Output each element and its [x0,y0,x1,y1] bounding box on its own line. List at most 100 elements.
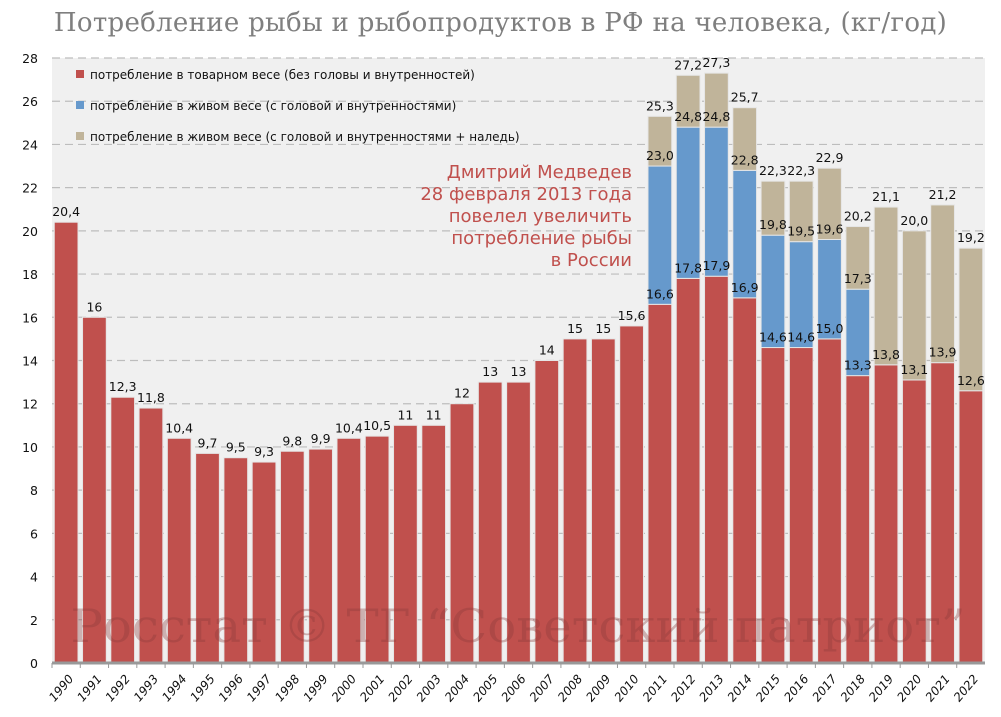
data-label: 22,8 [731,152,759,167]
data-label: 19,6 [816,222,844,237]
bar-naled-2020 [901,230,927,381]
bar-zhivoy-2011 [647,165,673,305]
x-tick-label: 1998 [272,672,303,705]
x-tick-label: 2007 [527,672,558,705]
data-label: 25,7 [731,90,759,105]
x-tick-label: 2001 [357,672,387,704]
legend-label: потребление в товарном весе (без головы … [90,68,475,82]
data-label: 13 [482,364,498,379]
data-label: 11 [397,407,413,422]
data-label: 13,9 [929,345,957,360]
data-label: 15,0 [816,321,844,336]
y-tick-label: 14 [22,354,38,369]
y-tick-label: 26 [22,94,38,109]
data-label: 13,8 [872,347,900,362]
data-label: 15 [595,321,611,336]
data-label: 11,8 [137,390,165,405]
x-tick-label: 2012 [668,672,698,704]
y-tick-label: 2 [30,613,38,628]
data-label: 25,3 [646,98,674,113]
x-tick-label: 1996 [216,672,247,705]
data-label: 13 [511,364,527,379]
data-label: 12,6 [957,373,985,388]
bar-naled-2022 [958,247,984,392]
data-label: 23,0 [646,148,674,163]
x-tick-label: 1995 [187,672,217,704]
x-tick-label: 2021 [923,672,953,704]
y-tick-label: 8 [30,483,38,498]
x-tick-label: 1994 [159,672,189,704]
y-tick-label: 28 [22,51,38,66]
bar-zhivoy-2012 [675,126,701,279]
bar-zhivoy-2013 [704,126,729,277]
chart-title: Потребление рыбы и рыбопродуктов в РФ на… [53,8,948,38]
bar-naled-2021 [930,204,955,364]
x-tick-label: 2010 [612,672,643,705]
bar-naled-2017 [817,167,842,240]
annotation-line: в России [551,250,632,271]
x-tick-label: 2016 [781,672,812,705]
bar-naled-2012 [675,74,701,128]
bar-naled-2018 [845,226,871,290]
y-tick-label: 12 [22,397,38,412]
x-tick-label: 2003 [414,672,444,704]
y-tick-label: 20 [22,224,38,239]
data-label: 17,9 [702,258,730,273]
bar-tovarny-1990 [53,221,79,664]
x-tick-label: 1999 [301,672,331,704]
x-tick-label: 2019 [866,672,896,704]
x-tick-label: 2004 [442,672,472,704]
data-label: 16,9 [731,280,759,295]
legend-swatch [76,101,84,109]
x-tick-label: 2022 [951,672,981,704]
x-tick-label: 2011 [640,672,670,704]
data-label: 22,9 [816,150,844,165]
x-tick-label: 1992 [103,672,133,704]
bar-naled-2014 [732,107,758,171]
x-tick-label: 2018 [838,672,869,705]
y-tick-label: 22 [22,181,38,196]
x-tick-label: 2014 [725,672,755,704]
x-tick-label: 2009 [583,672,613,704]
x-tick-label: 1993 [131,672,161,704]
bar-naled-2016 [788,180,814,243]
data-label: 15,6 [618,308,646,323]
legend-swatch [76,132,84,140]
data-label: 19,8 [759,217,787,232]
annotation-line: повелел увеличить [449,206,632,227]
data-label: 14,6 [759,330,787,345]
data-label: 16 [86,299,102,314]
data-label: 21,2 [929,187,957,202]
data-label: 11 [426,407,442,422]
bar-naled-2011 [647,115,673,167]
bar-zhivoy-2014 [732,169,758,299]
watermark: Росстат © ТГ “Советский патриот” [71,599,966,653]
data-label: 19,5 [787,224,815,239]
data-label: 21,1 [872,189,900,204]
y-tick-label: 16 [22,310,38,325]
data-label: 19,2 [957,230,985,245]
data-label: 9,8 [282,433,302,448]
data-label: 24,8 [702,109,730,124]
data-label: 9,9 [311,431,331,446]
data-label: 17,3 [844,271,872,286]
y-tick-label: 4 [30,570,38,585]
data-label: 10,5 [363,418,391,433]
data-label: 22,3 [759,163,787,178]
data-label: 20,0 [900,213,928,228]
x-tick-label: 2006 [498,672,529,705]
data-label: 9,3 [254,444,274,459]
legend-label: потребление в живом весе (с головой и вн… [90,130,520,144]
x-tick-label: 2008 [555,672,586,705]
x-tick-label: 1997 [244,672,275,705]
data-label: 27,3 [702,55,730,70]
data-label: 10,4 [165,420,193,435]
data-label: 20,2 [844,209,872,224]
data-label: 14,6 [787,330,815,345]
x-tick-label: 2017 [809,672,840,705]
data-label: 24,8 [674,109,702,124]
data-label: 13,1 [900,362,928,377]
legend-swatch [76,70,84,78]
data-label: 27,2 [674,57,702,72]
